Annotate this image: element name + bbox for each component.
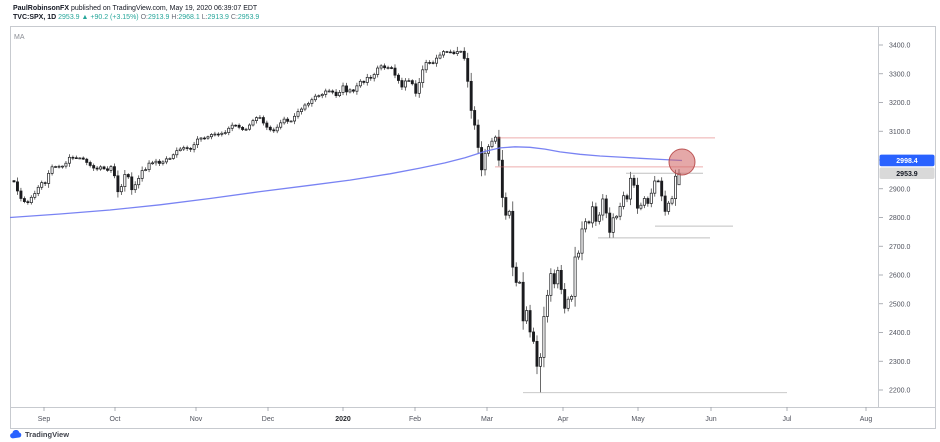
price-tick-label: 2200.0	[889, 388, 911, 395]
ma-value-tag: 2998.4	[879, 154, 935, 167]
time-tick-label[interactable]: Jul	[783, 416, 792, 423]
ma-line[interactable]	[9, 146, 683, 219]
annotations-layer	[495, 137, 787, 394]
tradingview-cloud-icon	[10, 430, 22, 439]
publish-text: published on TradingView.com, May 19, 20…	[69, 5, 258, 12]
symbol-info-line: TVC:SPX, 1D 2953.9 ▲ +90.2 (+3.15%) O:29…	[13, 13, 259, 22]
time-tick-label[interactable]: Oct	[110, 416, 121, 423]
publish-info-line: PaulRobinsonFX published on TradingView.…	[13, 4, 257, 13]
time-tick-label[interactable]: 2020	[335, 416, 351, 423]
price-tick-label: 2300.0	[889, 359, 911, 366]
time-axis: Sep Oct Nov Dec 2020 Feb Mar Apr May Jun Jul Aug	[38, 407, 873, 423]
time-tick-label[interactable]: Aug	[860, 416, 873, 423]
price-axis: 2200.0 2300.0 2400.0 2500.0 2600.0 2700.0 2800…	[879, 43, 911, 395]
time-tick-label[interactable]: Mar	[481, 416, 494, 423]
time-tick-label[interactable]: Dec	[262, 416, 275, 423]
time-tick-label[interactable]: May	[631, 416, 645, 423]
time-tick-label[interactable]: Sep	[38, 416, 51, 423]
price-tick-label: 2900.0	[889, 186, 911, 193]
price-tick-label: 2800.0	[889, 215, 911, 222]
price-tick-label: 3400.0	[889, 43, 911, 50]
tradingview-attribution[interactable]: TradingView	[10, 430, 69, 439]
candles-layer	[12, 46, 681, 393]
price-tick-label: 2500.0	[889, 301, 911, 308]
price-tick-label: 3200.0	[889, 100, 911, 107]
price-change-summary: 2953.9 ▲ +90.2 (+3.15%)	[58, 14, 139, 21]
time-tick-label[interactable]: Feb	[409, 416, 421, 423]
ohlc-value: 2968.1	[178, 14, 202, 21]
chart-frame	[10, 26, 936, 429]
symbol-interval: TVC:SPX, 1D	[13, 14, 57, 21]
ohlc-value: 2913.9	[207, 14, 231, 21]
ohlc-value: 2913.9	[147, 14, 172, 21]
ohlc-label: O:	[140, 14, 148, 21]
tradingview-logo-text: TradingView	[25, 430, 70, 439]
ohlc-value: 2953.9	[237, 14, 260, 21]
svg-text:2953.9: 2953.9	[896, 171, 918, 178]
price-tick-label: 2700.0	[889, 244, 911, 251]
svg-text:2998.4: 2998.4	[896, 158, 918, 165]
price-tick-label: 2600.0	[889, 273, 911, 280]
time-tick-label[interactable]: Apr	[558, 416, 570, 423]
ma-indicator-label[interactable]: MA	[14, 34, 25, 41]
author-name: PaulRobinsonFX	[13, 5, 69, 12]
time-tick-label[interactable]: Jun	[705, 416, 716, 423]
highlight-circle[interactable]	[668, 148, 696, 176]
price-tick-label: 2400.0	[889, 330, 911, 337]
price-tick-label: 3100.0	[889, 129, 911, 136]
time-tick-label[interactable]: Nov	[190, 416, 203, 423]
ohlc-label: L:	[201, 14, 208, 21]
ohlc-label: H:	[171, 14, 179, 21]
ohlc-label: C:	[230, 14, 238, 21]
last-price-tag: 2953.9	[879, 167, 935, 180]
ohlc-values: O:2913.9 H:2968.1 L:2913.9 C:2953.9	[141, 14, 260, 21]
price-tick-label: 3300.0	[889, 71, 911, 78]
